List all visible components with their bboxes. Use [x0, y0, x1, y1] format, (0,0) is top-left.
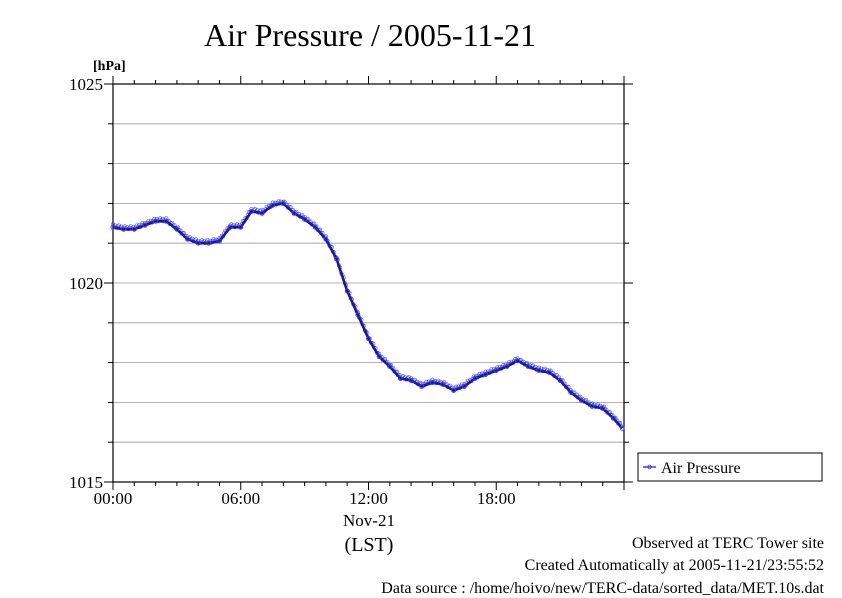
legend-box	[637, 452, 823, 482]
x-tick-label: 00:00	[94, 489, 133, 508]
data-point	[525, 364, 531, 370]
data-point	[270, 202, 276, 208]
data-point	[578, 397, 584, 403]
data-point	[185, 236, 190, 242]
x-axis-label: (LST)	[345, 534, 394, 556]
data-point	[600, 405, 606, 411]
x-tick-labels: 00:00 06:00 12:00 18:00	[94, 489, 516, 508]
data-point	[451, 388, 457, 393]
data-point	[259, 210, 265, 216]
data-point	[419, 384, 425, 389]
data-point	[387, 364, 393, 370]
y-tick-label: 1025	[69, 75, 103, 94]
y-tick-labels: 1015 1020 1025	[69, 75, 103, 492]
x-date-label: Nov-21	[343, 511, 395, 530]
data-point	[483, 372, 489, 377]
y-tick-label: 1020	[69, 274, 103, 293]
data-point	[323, 236, 329, 242]
x-tick-label: 18:00	[477, 489, 516, 508]
data-point	[366, 336, 371, 342]
data-point	[153, 218, 159, 224]
data-point	[163, 218, 169, 224]
data-point	[280, 200, 286, 206]
footer-source: Data source : /home/hoivo/new/TERC-data/…	[381, 580, 824, 597]
data-point	[206, 240, 212, 246]
data-point	[610, 415, 616, 421]
legend-label: Air Pressure	[661, 460, 741, 477]
data-point	[302, 216, 308, 222]
data-point	[131, 226, 137, 232]
data-point	[110, 224, 116, 230]
data-point	[334, 256, 340, 262]
legend: Air Pressure	[637, 452, 823, 482]
data-point	[355, 312, 361, 318]
data-point	[493, 368, 499, 374]
series-line	[112, 202, 624, 430]
data-point	[291, 210, 297, 216]
data-point	[547, 370, 552, 375]
data-point	[217, 238, 222, 244]
data-point	[227, 224, 233, 230]
chart-title: Air Pressure / 2005-11-21	[204, 17, 536, 53]
data-point	[344, 288, 350, 294]
data-point	[504, 364, 510, 370]
footer-site: Observed at TERC Tower site	[631, 535, 824, 552]
data-point	[397, 376, 403, 381]
data-point	[408, 378, 414, 383]
data-point	[376, 354, 382, 360]
data-point	[238, 224, 244, 230]
data-point	[174, 226, 180, 232]
data-point	[142, 222, 148, 228]
data-point	[121, 226, 127, 232]
x-tick-label: 06:00	[221, 489, 260, 508]
data-point	[312, 224, 318, 230]
data-point	[461, 384, 467, 389]
axis-ticks	[104, 76, 633, 490]
y-tick-label: 1015	[69, 473, 103, 492]
data-point	[440, 382, 446, 387]
grid-lines	[113, 123, 624, 443]
series-air-pressure	[110, 199, 625, 431]
data-point	[472, 376, 478, 381]
data-point	[195, 240, 201, 246]
footer-created: Created Automatically at 2005-11-21/23:5…	[524, 557, 824, 574]
data-point	[557, 378, 563, 383]
data-point	[619, 425, 625, 431]
series-marker	[111, 222, 116, 227]
data-point	[515, 358, 520, 364]
data-point	[589, 403, 595, 409]
x-tick-label: 12:00	[349, 489, 388, 508]
data-point	[568, 390, 574, 395]
data-point	[536, 368, 542, 374]
data-point	[248, 208, 254, 214]
legend-marker	[647, 464, 652, 470]
data-point	[429, 380, 435, 385]
y-axis-unit-label: [hPa]	[93, 59, 126, 74]
